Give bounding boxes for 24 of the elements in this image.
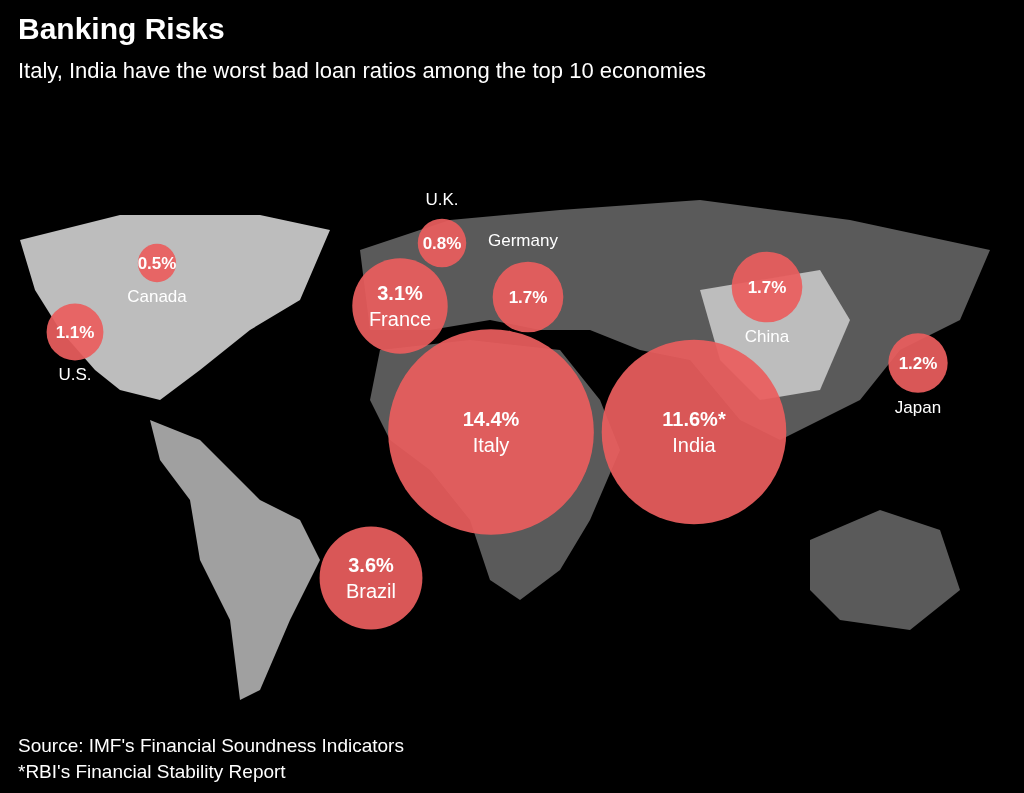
text: Banking Risks <box>18 12 225 46</box>
category-label: Japan <box>894 397 942 417</box>
category-label: Germany <box>488 230 559 250</box>
category-label: India <box>672 434 717 456</box>
data-label: 1.2% <box>898 354 938 373</box>
category-label: China <box>744 327 790 347</box>
data-label: 1.1% <box>55 323 95 342</box>
data-label: 0.8% <box>422 234 462 253</box>
data-label: 3.1% <box>377 282 424 304</box>
text: *RBI's Financial Stability Report <box>18 760 287 784</box>
category-label: U.K. <box>425 189 459 209</box>
data-label: 3.6% <box>348 554 395 576</box>
category-label: Canada <box>127 287 188 307</box>
category-label: Italy <box>472 434 510 456</box>
source-note: Source: IMF's Financial Soundness Indicators <box>18 734 404 758</box>
category-label: France <box>368 308 432 330</box>
category-label: U.S. <box>58 365 92 385</box>
category-label: Brazil <box>345 580 397 602</box>
data-label: 1.7% <box>508 288 548 307</box>
data-label: 14.4% <box>462 408 520 430</box>
data-label: 1.7% <box>747 278 787 297</box>
data-label: 0.5% <box>137 254 177 273</box>
data-label: 11.6%* <box>662 408 726 430</box>
text: Italy, India have the worst bad loan ratios among the top 10 economies <box>18 58 707 84</box>
